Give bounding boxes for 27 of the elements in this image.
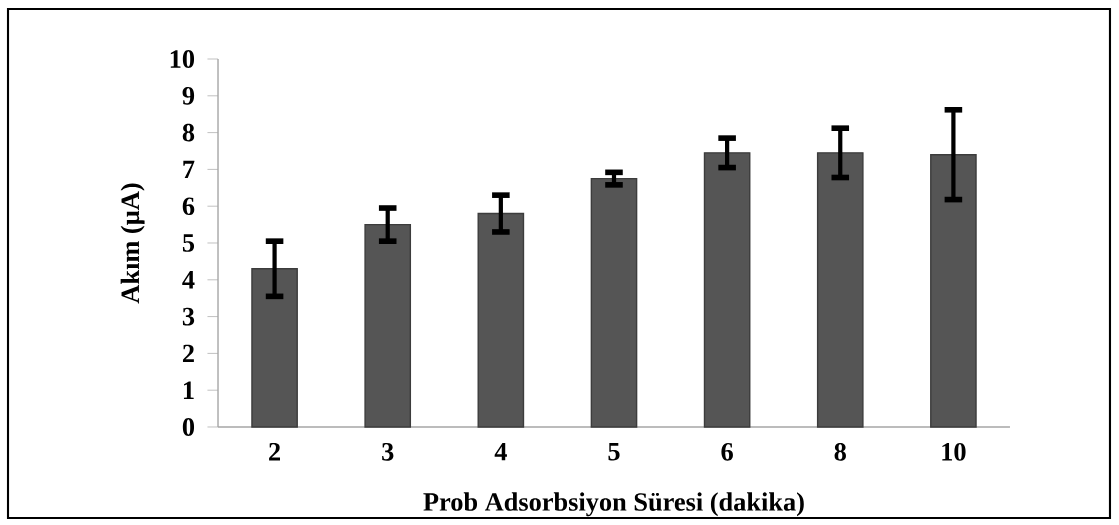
- x-tick-label: 3: [382, 442, 394, 461]
- x-tick-label: 10: [942, 442, 966, 461]
- y-tick-label: 2: [182, 344, 194, 363]
- bar: [477, 212, 525, 428]
- x-tick-label: 4: [494, 442, 507, 461]
- bar: [590, 177, 638, 428]
- y-tick-label: 9: [182, 86, 195, 105]
- x-tick-label: 8: [834, 442, 846, 461]
- y-tick-label: 7: [183, 160, 195, 179]
- bar: [703, 152, 751, 428]
- y-tick-label: 10: [170, 50, 195, 68]
- bar: [930, 153, 977, 428]
- y-tick-label: 5: [182, 234, 195, 252]
- bar: [364, 223, 412, 428]
- x-tick-label: 2: [269, 442, 280, 461]
- bar: [816, 152, 864, 428]
- y-tick-label: 8: [182, 123, 195, 142]
- y-tick-label: 6: [182, 197, 195, 216]
- y-tick-label: 3: [182, 307, 195, 326]
- x-axis-title: Prob Adsorbsiyon Süresi (dakika): [423, 492, 804, 517]
- y-tick-label: 1: [183, 381, 194, 399]
- x-tick-label: 5: [608, 442, 620, 461]
- y-tick-label: 0: [182, 418, 195, 436]
- bar: [251, 268, 298, 428]
- x-tick-label: 6: [721, 442, 733, 461]
- y-tick-label: 4: [182, 271, 195, 289]
- y-axis-title: Akım (µA): [120, 183, 145, 304]
